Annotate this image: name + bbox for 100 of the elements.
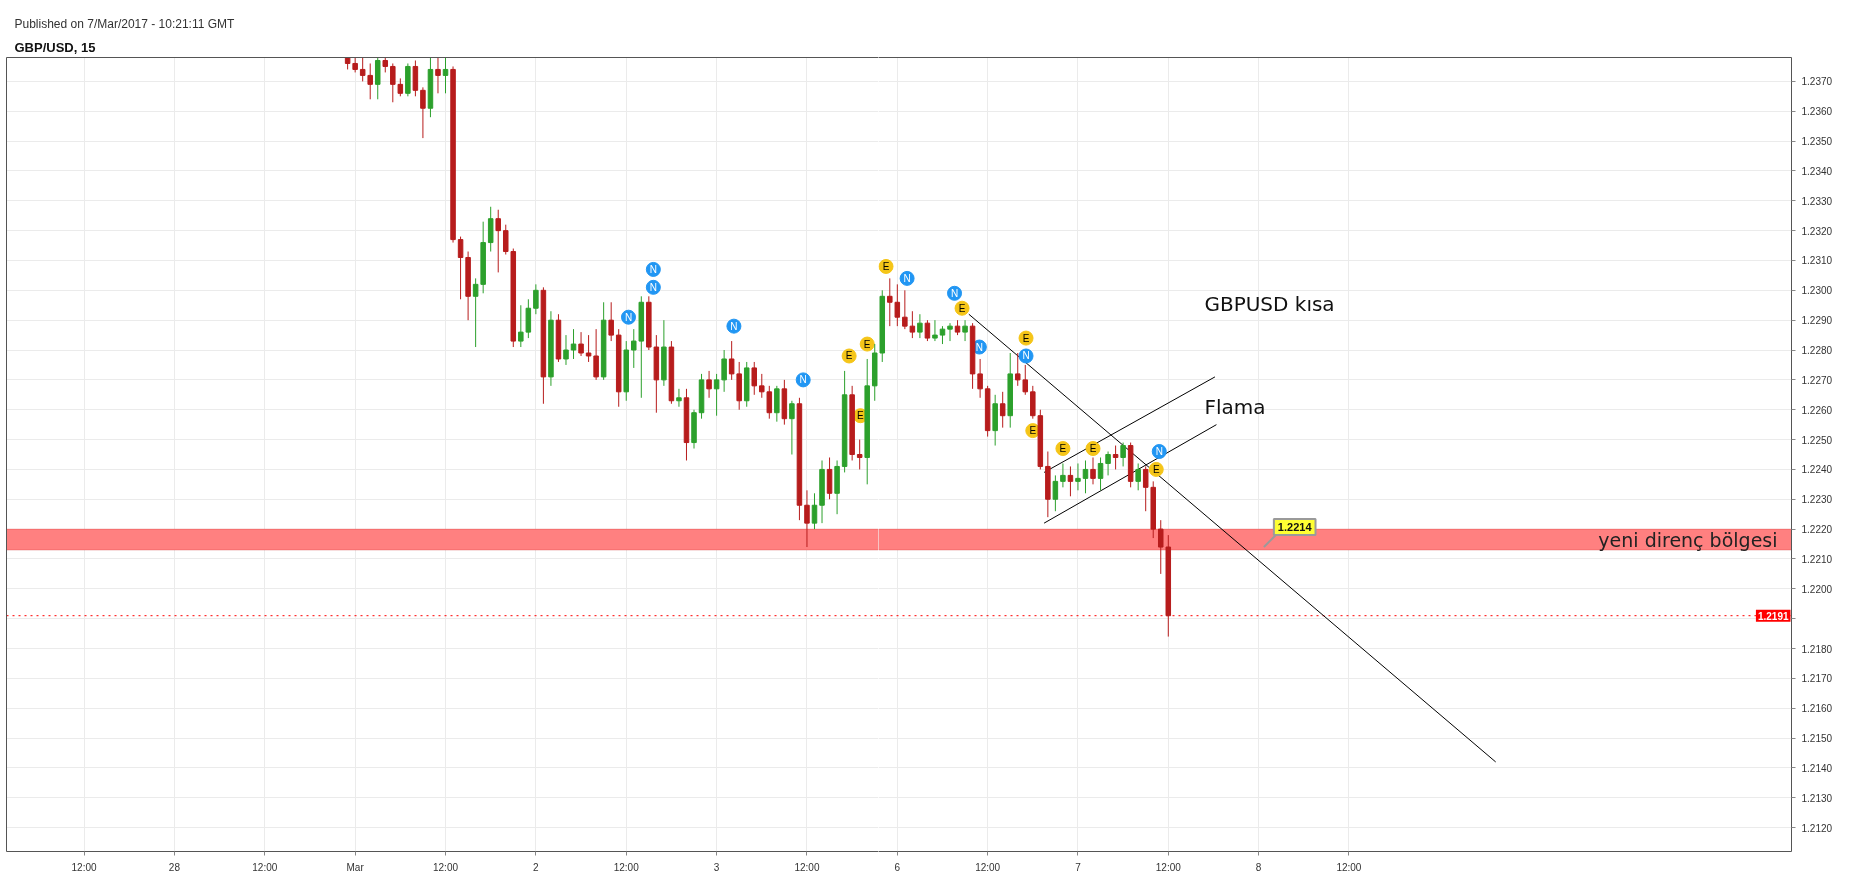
- y-tick-label: 1.2370: [1801, 76, 1833, 88]
- candlestick: [811, 492, 818, 530]
- candlestick: [1158, 519, 1164, 575]
- candlestick: [1022, 364, 1029, 396]
- y-tick-label: 1.2240: [1801, 464, 1833, 476]
- candlestick: [352, 57, 358, 73]
- y-tick-label: 1.2290: [1801, 315, 1833, 327]
- x-tick-label: 6: [894, 861, 901, 873]
- x-tick-label: 12:00: [252, 861, 278, 873]
- candlestick: [856, 439, 863, 470]
- text: E: [1029, 425, 1037, 437]
- x-tick-label: 12:00: [1336, 861, 1362, 873]
- candlestick: [457, 236, 464, 300]
- y-tick-label: 1.2210: [1801, 553, 1833, 565]
- candlestick: [894, 283, 901, 327]
- y-tick-label: 1.2310: [1801, 255, 1833, 267]
- candlestick: [1097, 456, 1104, 491]
- candlestick: [917, 313, 923, 339]
- candlestick: [359, 57, 366, 82]
- x-tick-label: 12:00: [613, 861, 640, 873]
- candlestick: [751, 361, 758, 396]
- candlestick: [420, 86, 426, 139]
- y-tick-label: 1.2140: [1801, 762, 1833, 774]
- text: N: [950, 287, 959, 299]
- series-label: N: [903, 272, 911, 284]
- y-tick-label: 1.2300: [1801, 285, 1833, 297]
- candlestick: [525, 298, 532, 339]
- text: E: [958, 302, 966, 314]
- candlestick: [585, 334, 592, 363]
- candlestick: [759, 373, 765, 399]
- y-tick-label: 1.2130: [1801, 792, 1833, 804]
- candlestick: [728, 340, 735, 381]
- text: N: [1022, 350, 1030, 362]
- candlestick: [932, 319, 938, 342]
- candlestick: [412, 59, 419, 97]
- candlestick: [962, 319, 968, 342]
- y-tick-label: 1.2360: [1801, 106, 1833, 118]
- y-tick-label: 1.2170: [1801, 673, 1833, 685]
- text: N: [730, 320, 738, 332]
- candlestick: [518, 304, 524, 348]
- x-tick-label: 12:00: [71, 861, 98, 873]
- candlestick: [1142, 465, 1149, 512]
- text: E: [1022, 332, 1030, 344]
- y-tick-label: 1.2160: [1801, 703, 1833, 715]
- candlestick: [902, 289, 908, 330]
- candlestick: [608, 301, 614, 342]
- candlestick: [563, 334, 569, 366]
- text: N: [1155, 446, 1163, 458]
- x-tick-label: 8: [1255, 861, 1262, 873]
- y-tick-label: 1.2250: [1801, 434, 1833, 446]
- y-tick-label: 1.2180: [1801, 643, 1833, 655]
- candlestick: [533, 283, 539, 315]
- candlestick: [766, 385, 773, 420]
- x-tick-label: 2: [533, 861, 540, 873]
- candlestick: [1090, 456, 1096, 485]
- candlestick: [1060, 462, 1066, 488]
- series-label: N: [799, 374, 807, 386]
- y-tick-label: 1.2330: [1801, 195, 1833, 207]
- x-tick-label: 12:00: [975, 861, 1001, 873]
- text: N: [624, 311, 633, 323]
- candlestick: [1014, 352, 1021, 387]
- candlestick: [1120, 442, 1126, 467]
- candlestick: [947, 322, 953, 342]
- x-tick-label: 12:00: [433, 861, 459, 873]
- band-label: yeni direnç bölgesi: [1598, 528, 1778, 551]
- candlestick: [570, 328, 577, 360]
- candlestick: [578, 331, 584, 357]
- candlestick: [495, 209, 501, 273]
- candlestick: [676, 388, 682, 408]
- x-tick-label: 3: [713, 861, 720, 873]
- candlestick: [593, 328, 599, 381]
- y-tick-label: 1.2260: [1801, 404, 1833, 416]
- text: E: [863, 338, 871, 350]
- text: N: [649, 263, 657, 275]
- candlestick: [999, 391, 1006, 429]
- candlestick: [1030, 385, 1036, 420]
- ref-line-label: 1.2191: [1757, 610, 1789, 622]
- candlestick: [789, 400, 795, 455]
- text: E: [882, 260, 890, 272]
- y-tick-label: 1.2350: [1801, 136, 1833, 148]
- x-tick-label: 28: [168, 861, 181, 873]
- series-label: E: [1152, 463, 1160, 475]
- y-tick-label: 1.2320: [1801, 225, 1833, 237]
- chart-title: GBP/USD, 15: [14, 39, 96, 55]
- candlestick: [374, 57, 381, 100]
- candlestick: [1135, 462, 1141, 491]
- candlestick: [706, 370, 712, 399]
- candlestick: [487, 206, 494, 253]
- candlestick: [1067, 465, 1074, 497]
- y-tick-label: 1.2200: [1801, 583, 1833, 595]
- text: N: [649, 281, 657, 293]
- candlestick: [1082, 459, 1089, 494]
- y-tick-label: 1.2270: [1801, 374, 1833, 386]
- candlestick: [804, 489, 810, 548]
- annotation: 1.2214: [1277, 521, 1313, 534]
- x-tick-label: Mar: [346, 861, 365, 873]
- candlestick: [435, 57, 441, 94]
- text: N: [975, 341, 983, 353]
- candlestick: [1075, 462, 1081, 491]
- annotation: GBPUSD kısa: [1204, 291, 1335, 316]
